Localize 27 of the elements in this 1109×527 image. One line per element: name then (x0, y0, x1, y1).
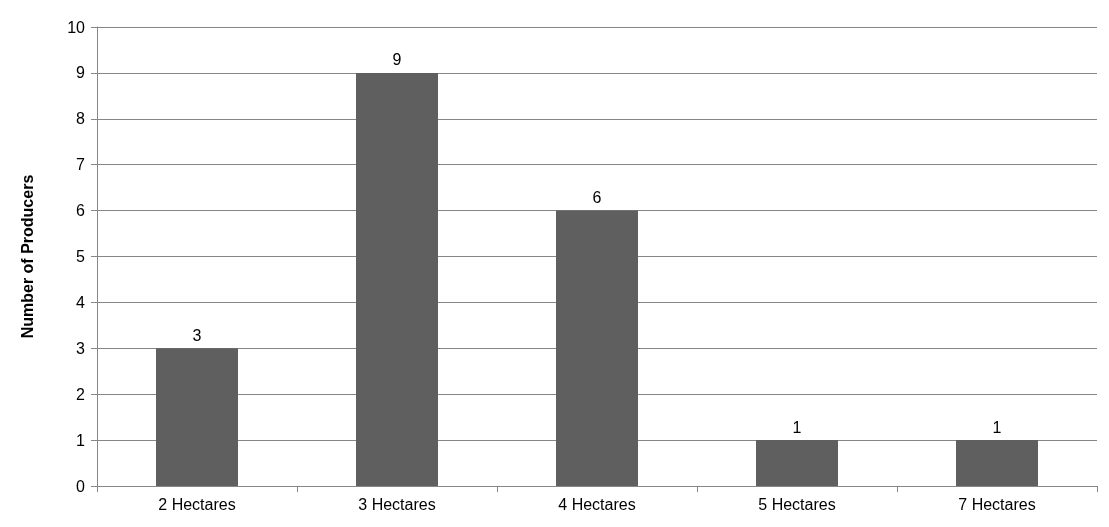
y-tick-label: 6 (76, 202, 86, 220)
bar (756, 440, 838, 486)
y-tick-label: 8 (76, 110, 86, 128)
y-axis-title: Number of Producers (18, 174, 36, 339)
data-label: 9 (392, 51, 402, 69)
y-tick-label: 3 (76, 339, 86, 357)
x-tick-label: 3 Hectares (358, 495, 436, 513)
y-tick-label: 1 (76, 431, 86, 449)
data-label: 6 (592, 189, 602, 207)
data-label: 1 (992, 418, 1002, 436)
y-tick-label: 4 (76, 293, 86, 311)
y-tick-label: 9 (76, 64, 86, 82)
x-tick-label: 5 Hectares (758, 495, 836, 513)
bar (556, 210, 638, 486)
bar (356, 72, 438, 486)
bar (156, 348, 238, 486)
x-tick-label: 2 Hectares (158, 495, 236, 513)
x-tick-label: 4 Hectares (558, 495, 636, 513)
data-label: 3 (192, 326, 202, 344)
y-tick-label: 5 (76, 248, 86, 265)
y-tick-label: 10 (67, 18, 86, 36)
y-tick-label: 2 (76, 385, 86, 403)
bar (956, 440, 1038, 486)
x-tick-label: 7 Hectares (958, 495, 1036, 513)
y-tick-label: 7 (76, 156, 86, 174)
y-tick-label: 0 (76, 477, 86, 495)
data-label: 1 (792, 418, 802, 436)
